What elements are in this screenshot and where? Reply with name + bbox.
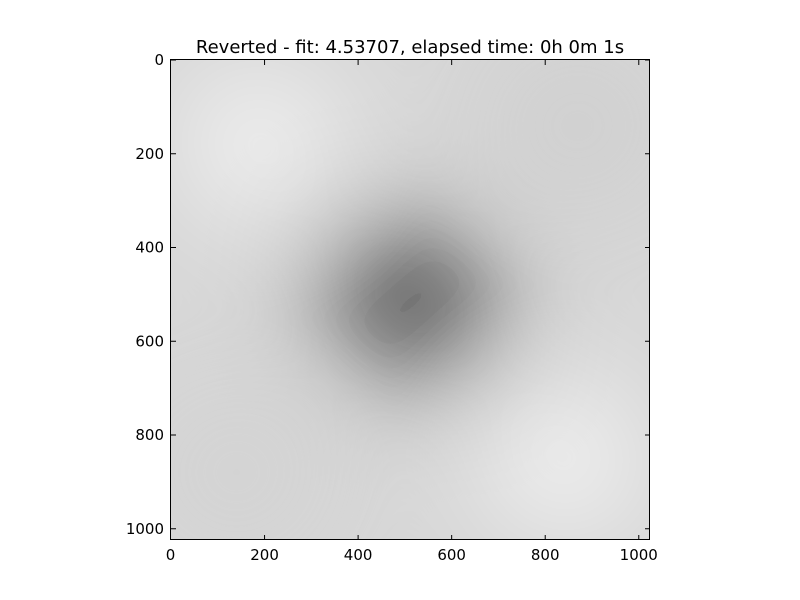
x-tick-label: 0 <box>166 546 176 564</box>
x-tick-label: 600 <box>437 546 466 564</box>
heatmap-bright-maximum-1 <box>192 80 328 209</box>
y-tick-label: 800 <box>135 426 164 444</box>
chart-title: Reverted - fit: 4.53707, elapsed time: 0… <box>196 37 624 58</box>
heatmap-image <box>171 60 650 540</box>
x-tick-label: 200 <box>250 546 279 564</box>
y-tick-label: 600 <box>135 332 164 350</box>
y-tick-label: 200 <box>135 145 164 163</box>
heatmap-mid-gray-3 <box>498 60 650 192</box>
x-tick-label: 400 <box>344 546 373 564</box>
heatmap-mid-gray-4 <box>171 406 316 539</box>
y-tick-label: 0 <box>154 51 164 69</box>
y-tick-label: 400 <box>135 239 164 257</box>
x-axis: 0 200 400 600 800 1000 <box>166 60 658 564</box>
heatmap-bright-maximum-2 <box>496 394 632 523</box>
y-tick-label: 1000 <box>126 520 164 538</box>
heatmap-dark-minimum-0 <box>327 229 494 371</box>
axes-frame <box>170 59 650 540</box>
heatmap-blobs <box>171 60 650 539</box>
x-tick-label: 1000 <box>620 546 658 564</box>
x-tick-label: 800 <box>531 546 560 564</box>
y-axis: 0 200 400 600 800 1000 <box>126 51 650 538</box>
